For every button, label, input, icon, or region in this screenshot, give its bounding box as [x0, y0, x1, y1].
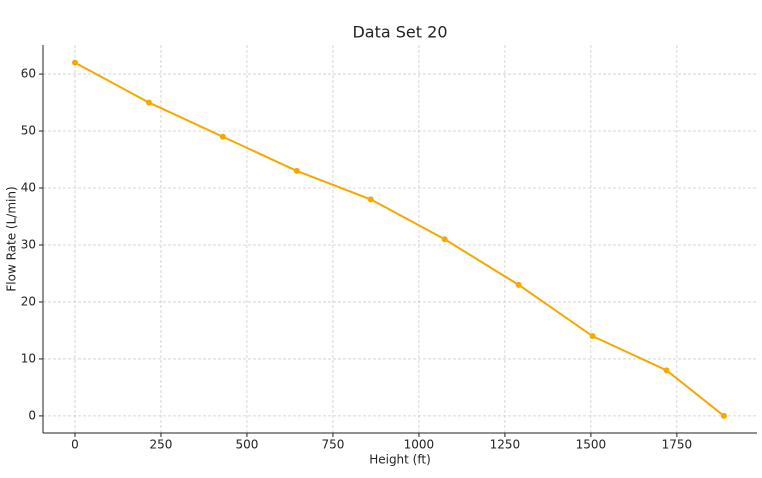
y-tick-label: 0	[28, 408, 36, 422]
data-point	[720, 412, 727, 419]
x-tick-label: 1500	[576, 438, 607, 452]
y-tick-label: 60	[21, 67, 36, 81]
y-tick-label: 30	[21, 237, 36, 251]
y-tick-label: 20	[21, 294, 36, 308]
data-point	[293, 167, 300, 174]
y-tick-label: 10	[21, 351, 36, 365]
data-point	[71, 59, 78, 66]
data-point	[145, 99, 152, 106]
x-tick-label: 750	[321, 438, 344, 452]
x-tick-label: 1750	[662, 438, 693, 452]
x-tick-label: 250	[150, 438, 173, 452]
y-tick-label: 50	[21, 124, 36, 138]
chart-title: Data Set 20	[352, 23, 447, 42]
y-tick-label: 40	[21, 181, 36, 195]
x-axis-label: Height (ft)	[369, 453, 431, 467]
data-line	[74, 61, 725, 417]
x-tick-label: 1000	[404, 438, 435, 452]
data-point	[367, 196, 374, 203]
x-tick-label: 1250	[490, 438, 521, 452]
data-point	[515, 281, 522, 288]
data-point	[219, 133, 226, 140]
x-tick-label: 0	[71, 438, 79, 452]
data-point	[663, 367, 670, 374]
data-point	[589, 333, 596, 340]
y-axis-label: Flow Rate (L/min)	[5, 186, 19, 291]
data-point	[441, 236, 448, 243]
x-tick-label: 500	[235, 438, 258, 452]
